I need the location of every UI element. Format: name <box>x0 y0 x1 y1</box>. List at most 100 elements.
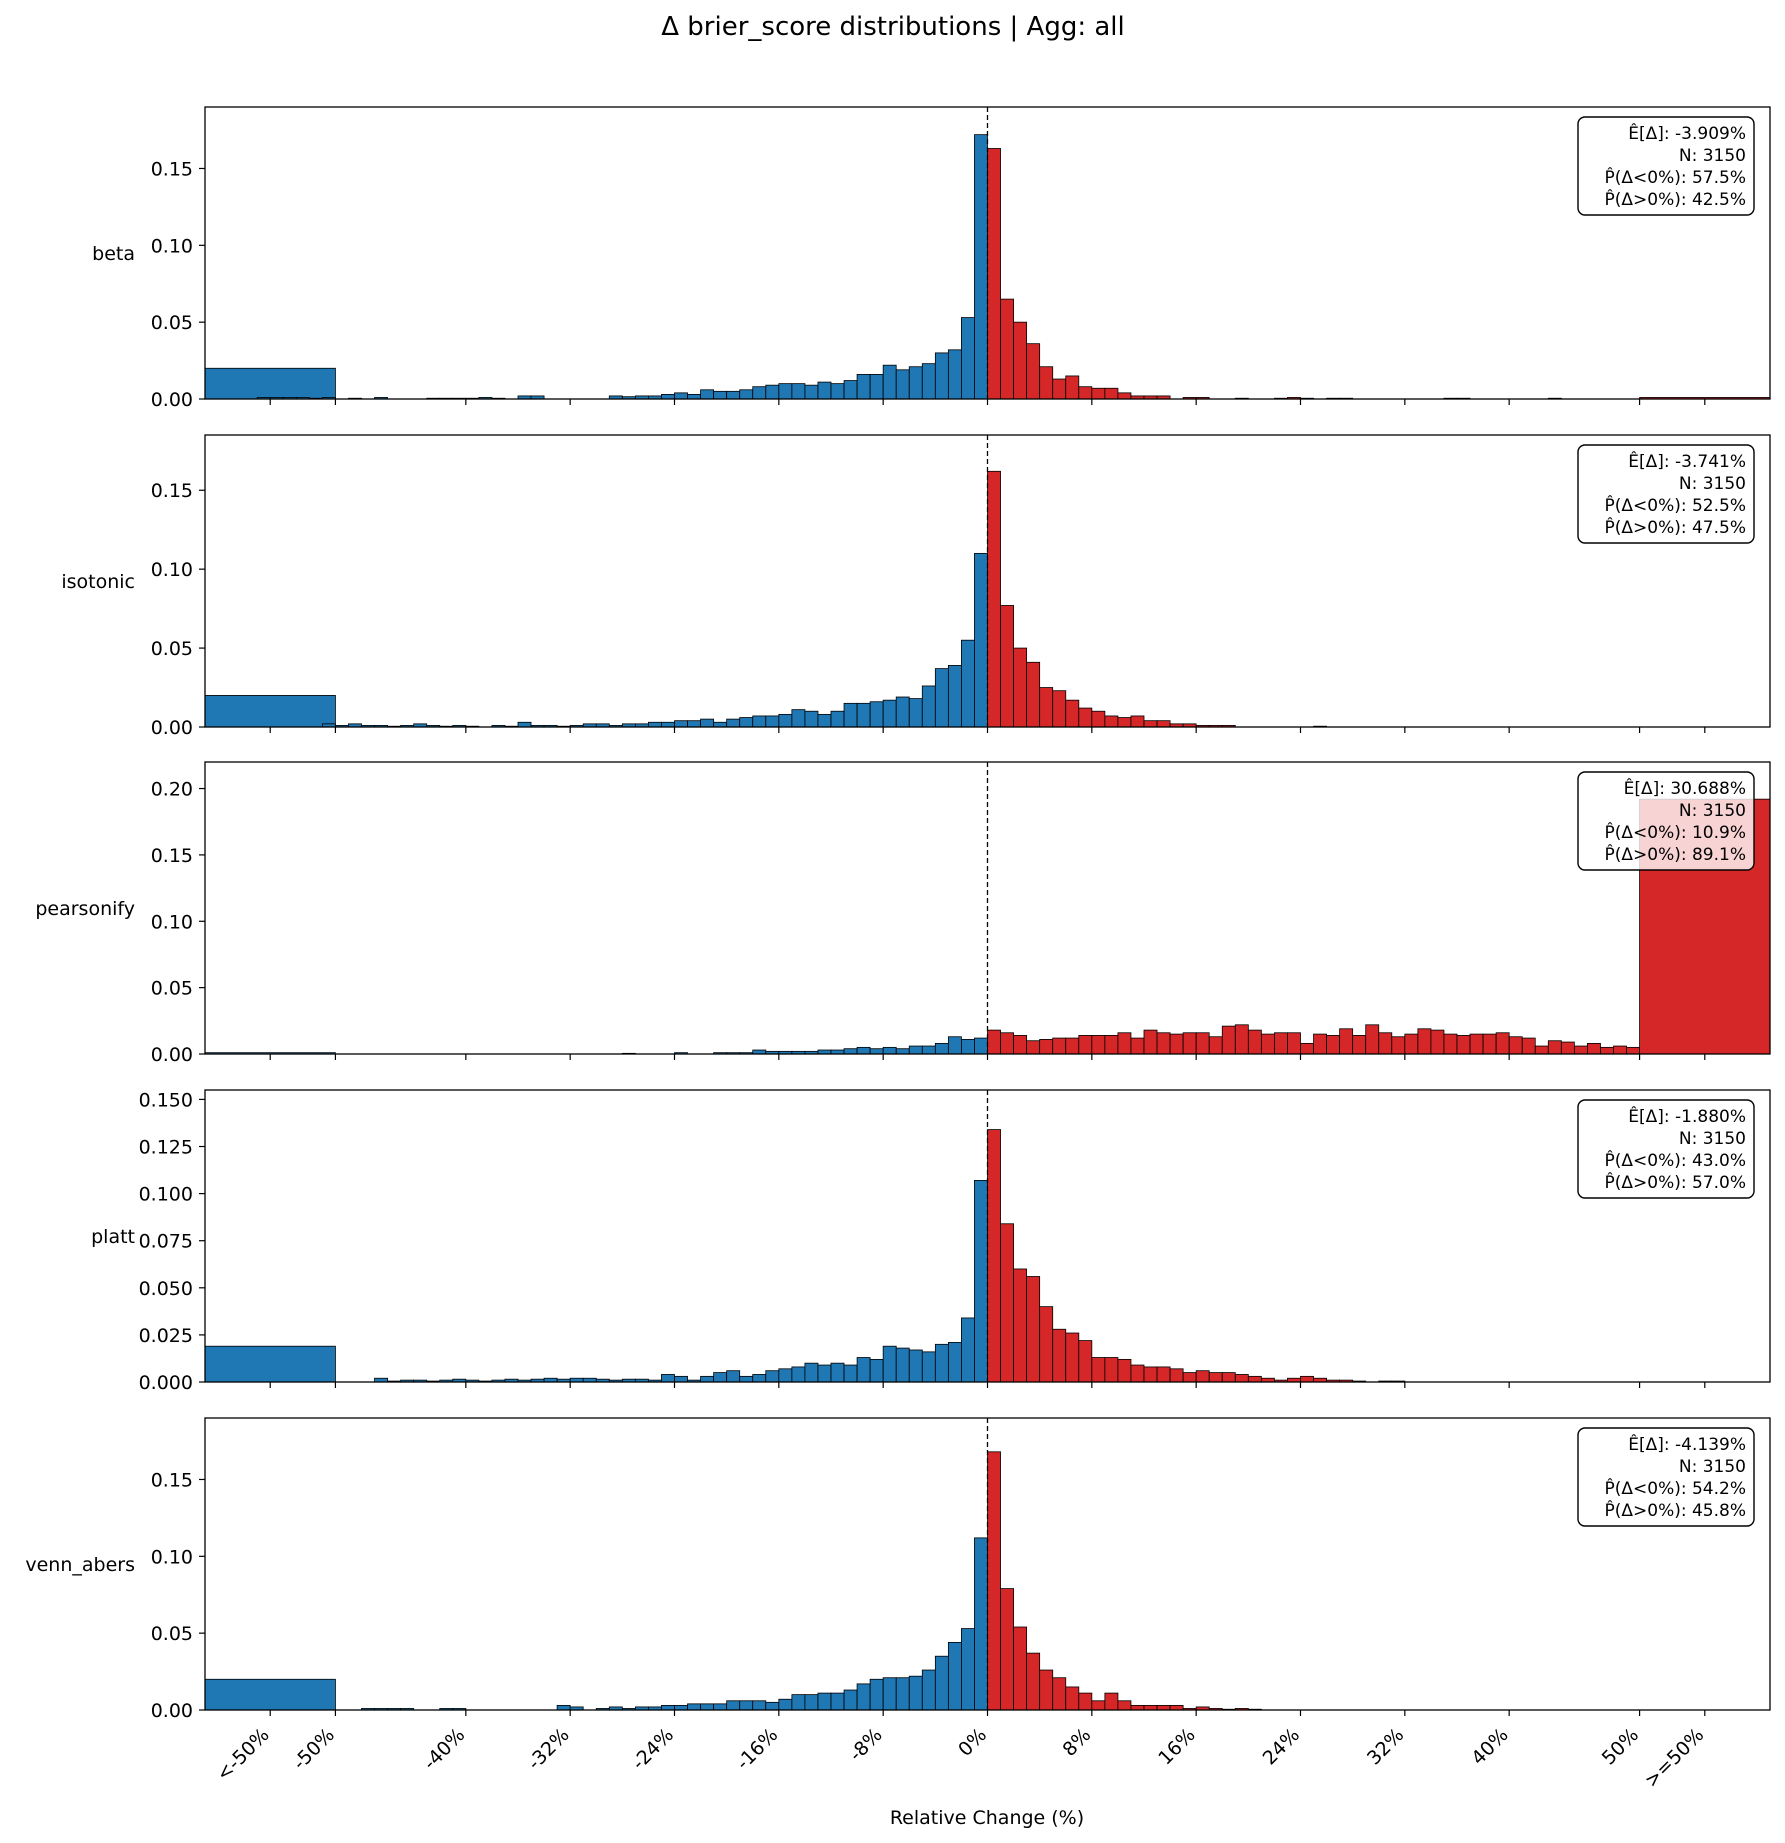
bar-negative <box>817 1364 832 1383</box>
y-tick-label: 0.10 <box>151 559 193 581</box>
bar-negative <box>856 702 871 728</box>
bar-negative <box>791 709 806 728</box>
bar-negative <box>908 1349 923 1383</box>
bar-positive <box>1143 1704 1158 1711</box>
bar-negative <box>895 1347 910 1383</box>
bar-negative <box>804 710 819 728</box>
bar-negative <box>843 1048 858 1055</box>
bar-positive <box>1013 321 1028 400</box>
y-tick-label: 0.025 <box>139 1325 193 1347</box>
subplot-label: platt <box>91 1226 135 1248</box>
bar-positive <box>1039 687 1054 728</box>
bar-negative <box>700 718 715 728</box>
bar-positive <box>1365 1024 1380 1055</box>
bar-positive <box>1130 1037 1145 1055</box>
bar-negative <box>908 1045 923 1055</box>
bar-positive <box>1534 1045 1549 1055</box>
bar-positive <box>1573 1045 1588 1055</box>
y-tick-label: 0.00 <box>151 1044 193 1066</box>
bar-positive <box>1052 1677 1067 1711</box>
bar-positive <box>1091 710 1106 728</box>
bar-negative <box>739 1700 754 1711</box>
bar-positive <box>1156 720 1171 728</box>
bar-negative <box>882 1677 897 1711</box>
bar-positive <box>1078 1692 1093 1711</box>
subplot-label: venn_abers <box>25 1554 135 1576</box>
bar-positive <box>1117 392 1132 400</box>
stats-line: P̂(Δ>0%): 47.5% <box>1605 517 1747 538</box>
bar-positive <box>1313 1033 1327 1055</box>
bar-negative <box>661 721 675 728</box>
bar-negative <box>791 1694 806 1711</box>
y-tick-label: 0.00 <box>151 717 193 739</box>
bar-negative <box>947 1641 962 1711</box>
bar-negative <box>856 1046 871 1055</box>
subplot-label: pearsonify <box>35 898 135 920</box>
bar-positive <box>1547 1040 1562 1055</box>
bar-positive <box>1339 1028 1354 1055</box>
bar-negative <box>895 1048 910 1055</box>
y-tick-label: 0.075 <box>139 1231 193 1253</box>
bar-negative <box>974 1537 988 1711</box>
bar-negative <box>713 721 728 728</box>
bar-positive <box>1052 690 1067 728</box>
bar-negative <box>830 1692 845 1711</box>
bar-positive <box>1221 1025 1236 1055</box>
bar-positive <box>1613 1045 1627 1055</box>
subplot-pearsonify: 0.00 0.05 0.10 0.15 0.20 pearsonify Ê[Δ]: 30.6… <box>35 761 1771 1066</box>
bar-positive <box>1065 1037 1080 1055</box>
bar-negative <box>961 317 975 400</box>
bar-negative <box>830 383 845 400</box>
bar-positive <box>1234 1024 1249 1055</box>
y-tick-label: 0.15 <box>151 480 193 502</box>
bar-negative <box>765 384 780 400</box>
bar-positive <box>1078 386 1093 400</box>
stats-line: P̂(Δ<0%): 52.5% <box>1605 495 1747 516</box>
bar-positive <box>1091 1035 1106 1055</box>
bar-positive <box>987 1129 1001 1383</box>
x-tick-label: -40% <box>419 1724 469 1774</box>
bar-negative <box>791 383 806 400</box>
bar-positive <box>1208 1372 1223 1383</box>
bar-negative <box>726 718 741 728</box>
bar-positive <box>1013 647 1028 728</box>
bar-negative <box>869 701 884 728</box>
bar-positive <box>1117 1358 1132 1383</box>
bar-positive <box>1326 1035 1341 1055</box>
bar-positive <box>1078 1035 1093 1055</box>
bar-underflow <box>204 367 336 400</box>
x-tick-label: -50% <box>289 1724 339 1774</box>
bar-negative <box>908 366 923 400</box>
x-axis: <-50% -50% -40% -32% -24% -16% -8% 0% 8% 16% 24% 32… <box>212 1724 1708 1792</box>
y-tick-label: 0.20 <box>151 779 193 801</box>
bar-positive <box>1052 378 1067 400</box>
subplot-label: beta <box>92 243 135 265</box>
bar-positive <box>987 470 1001 728</box>
bar-negative <box>908 698 923 728</box>
x-axis-label: Relative Change (%) <box>890 1807 1084 1829</box>
bar-positive <box>1169 1033 1184 1055</box>
bar-positive <box>1026 1040 1041 1055</box>
bar-negative <box>700 389 715 400</box>
bar-positive <box>1156 1704 1171 1711</box>
bar-negative <box>947 1036 962 1055</box>
bar-negative <box>856 1683 871 1711</box>
bar-positive <box>1156 1032 1171 1055</box>
bar-positive <box>1039 366 1054 400</box>
bar-negative <box>974 552 988 728</box>
bar-positive <box>1430 1029 1445 1055</box>
x-tick-label: <-50% <box>212 1724 274 1786</box>
bar-positive <box>1482 1033 1497 1055</box>
y-tick-label: 0.000 <box>139 1372 193 1394</box>
bar-positive <box>1300 1042 1314 1055</box>
bar-positive <box>1039 1669 1054 1711</box>
bar-positive <box>1234 1374 1249 1383</box>
bar-positive <box>1013 1035 1028 1055</box>
bar-positive <box>1000 298 1014 400</box>
bar-negative <box>817 1692 832 1711</box>
bar-positive <box>1143 1366 1158 1383</box>
bar-negative <box>700 1703 715 1711</box>
x-tick-label: 16% <box>1154 1724 1199 1769</box>
stats-line: P̂(Δ>0%): 45.8% <box>1605 1500 1747 1521</box>
